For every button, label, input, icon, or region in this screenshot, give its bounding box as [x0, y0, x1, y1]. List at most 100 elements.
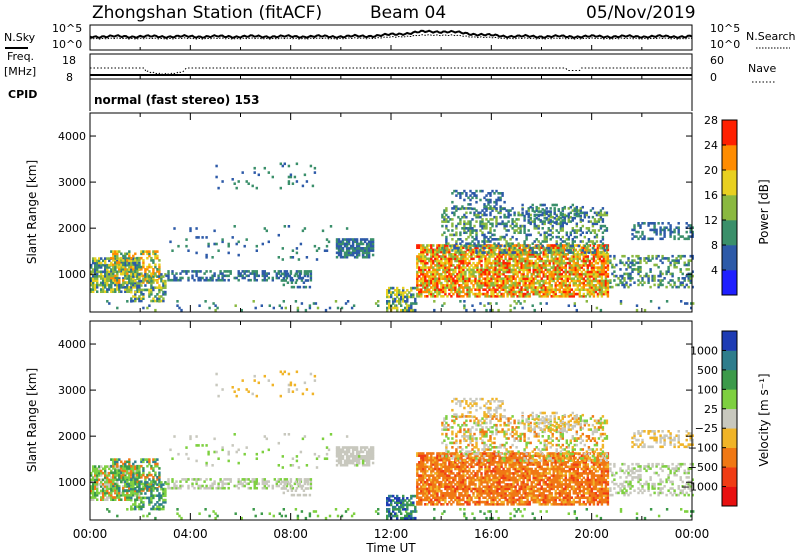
- power-cell: [237, 274, 240, 278]
- power-cell: [158, 300, 161, 303]
- power-cell: [509, 308, 512, 312]
- power-cell: [130, 277, 133, 281]
- power-cell: [309, 278, 313, 282]
- power-cell: [164, 273, 167, 276]
- power-cell: [388, 291, 391, 294]
- power-cell: [443, 231, 446, 235]
- power-cell: [118, 281, 121, 284]
- power-cell: [284, 306, 288, 310]
- power-cell: [299, 242, 303, 246]
- power-cell: [100, 261, 103, 265]
- power-cell: [215, 242, 218, 246]
- power-cell: [124, 268, 127, 271]
- power-cell: [255, 278, 259, 282]
- power-cell: [156, 256, 159, 260]
- power-cell: [96, 283, 99, 287]
- power-cell: [126, 274, 129, 278]
- power-cell: [92, 281, 95, 285]
- power-cell: [158, 284, 161, 287]
- power-cell: [464, 292, 467, 296]
- power-cell: [221, 272, 224, 275]
- power-cell: [243, 276, 246, 280]
- power-cell: [229, 270, 232, 273]
- power-cell: [114, 288, 117, 291]
- power-cell: [357, 253, 361, 257]
- power-cell: [132, 295, 135, 298]
- power-cell: [126, 281, 129, 284]
- power-cell: [126, 270, 129, 274]
- power-cell: [565, 231, 569, 235]
- power-cell: [120, 283, 123, 287]
- power-cell: [635, 304, 639, 308]
- power-cell: [158, 259, 161, 262]
- power-cell: [268, 304, 272, 308]
- power-cell: [169, 278, 172, 282]
- power-cell: [556, 284, 559, 287]
- power-cell: [471, 304, 474, 308]
- power-cell: [287, 164, 291, 168]
- velocity-cell: [156, 462, 159, 466]
- power-cell: [649, 268, 652, 271]
- power-cell: [140, 297, 143, 301]
- power-cell: [591, 224, 595, 228]
- power-cell: [495, 207, 498, 211]
- power-cell: [96, 275, 99, 278]
- power-cell: [543, 203, 546, 207]
- beam-title: Beam 04: [370, 3, 446, 23]
- power-cell: [132, 299, 135, 303]
- power-cell: [363, 249, 367, 252]
- velocity-cell: [181, 484, 184, 488]
- power-cell: [106, 300, 109, 303]
- power-cell: [114, 265, 117, 269]
- power-cell: [386, 300, 389, 303]
- power-cell: [282, 279, 286, 282]
- power-cell: [150, 290, 153, 294]
- power-cell: [581, 205, 585, 209]
- power-cell: [154, 250, 157, 253]
- power-cell: [138, 299, 141, 303]
- power-cell: [130, 268, 133, 271]
- power-cell: [465, 238, 468, 241]
- power-cell: [146, 273, 149, 276]
- power-cell: [221, 276, 224, 280]
- power-cell: [595, 240, 599, 243]
- power-cell: [112, 256, 115, 260]
- power-cell: [112, 290, 115, 294]
- power-cell: [128, 259, 131, 262]
- power-cell: [132, 283, 135, 287]
- power-cell: [142, 261, 145, 264]
- power-cell: [337, 253, 341, 257]
- power-cell: [128, 263, 131, 267]
- power-cell: [675, 265, 678, 269]
- power-cell: [199, 276, 202, 280]
- power-cell: [154, 263, 157, 267]
- power-cell: [267, 171, 271, 174]
- power-cell: [140, 284, 143, 287]
- power-cell: [92, 259, 95, 263]
- power-cell: [162, 282, 165, 285]
- power-cell: [535, 251, 538, 254]
- power-cell: [561, 224, 565, 228]
- power-cell: [683, 254, 686, 258]
- power-cell: [160, 286, 163, 290]
- noise-search-label: N.Search: [746, 30, 796, 43]
- power-cell: [110, 268, 113, 271]
- power-cell: [227, 242, 230, 246]
- power-cell: [365, 244, 369, 248]
- velocity-cell: [130, 471, 133, 475]
- power-cell: [396, 306, 399, 310]
- power-cell: [104, 261, 107, 265]
- power-cell: [144, 288, 147, 292]
- velocity-cell: [128, 458, 131, 461]
- power-cell: [275, 274, 279, 278]
- power-cell: [185, 270, 188, 273]
- power-cell: [191, 270, 194, 273]
- power-cell: [237, 270, 240, 273]
- power-cell: [388, 286, 391, 290]
- power-cell: [148, 281, 151, 284]
- power-cell: [371, 244, 375, 248]
- power-cell: [561, 235, 565, 239]
- power-cell: [355, 244, 359, 248]
- power-cell: [92, 277, 95, 280]
- power-cell: [134, 295, 137, 298]
